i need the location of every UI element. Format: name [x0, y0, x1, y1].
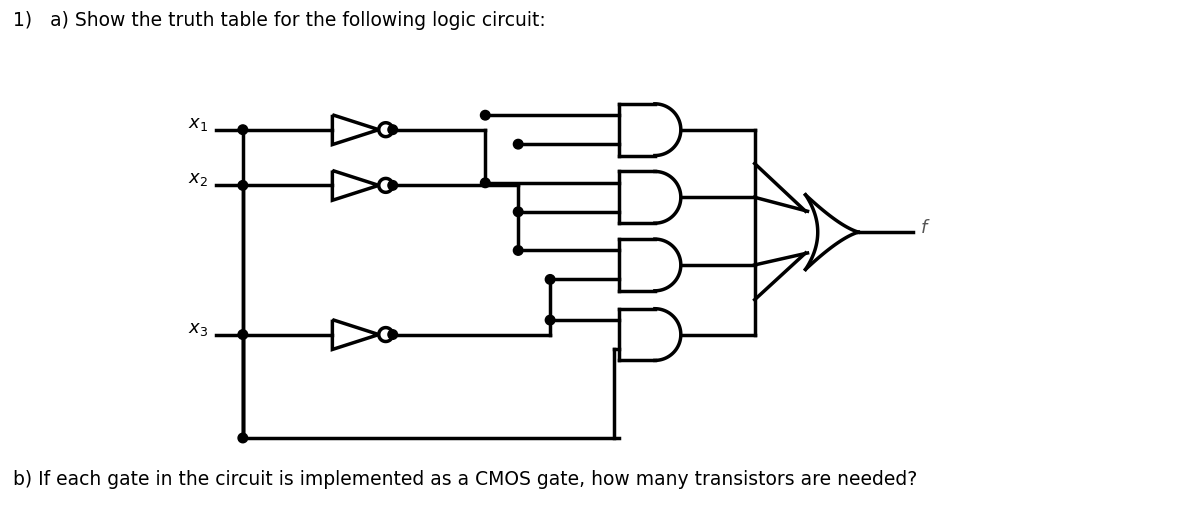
Circle shape — [388, 125, 398, 134]
Text: $f$: $f$ — [920, 219, 931, 237]
Text: 1)   a) Show the truth table for the following logic circuit:: 1) a) Show the truth table for the follo… — [13, 11, 546, 30]
Circle shape — [480, 178, 490, 188]
Circle shape — [238, 180, 247, 190]
Circle shape — [545, 275, 555, 284]
Polygon shape — [378, 178, 393, 192]
Circle shape — [388, 330, 398, 339]
Circle shape — [545, 315, 555, 325]
Circle shape — [388, 180, 398, 190]
Text: $x_3$: $x_3$ — [187, 319, 208, 338]
Circle shape — [238, 433, 247, 443]
Circle shape — [238, 330, 247, 339]
Text: b) If each gate in the circuit is implemented as a CMOS gate, how many transisto: b) If each gate in the circuit is implem… — [13, 470, 918, 489]
Text: $x_1$: $x_1$ — [187, 115, 208, 133]
Circle shape — [480, 111, 490, 120]
Polygon shape — [378, 328, 393, 342]
Text: $x_2$: $x_2$ — [189, 170, 208, 189]
Circle shape — [513, 246, 522, 255]
Polygon shape — [378, 123, 393, 137]
Circle shape — [513, 207, 522, 216]
Circle shape — [513, 139, 522, 149]
Circle shape — [238, 125, 247, 134]
